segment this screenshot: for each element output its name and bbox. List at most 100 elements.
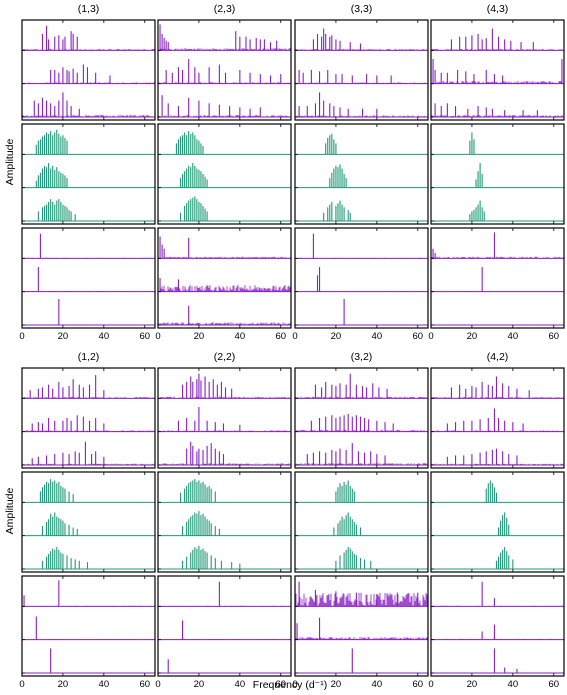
x-tick-label: 20	[194, 331, 205, 342]
spectrum-trace	[430, 28, 565, 51]
spectrum-trace	[21, 415, 155, 433]
spectrum-trace	[21, 267, 156, 293]
spectrum-group	[157, 471, 292, 573]
spectrum-group	[21, 575, 156, 677]
x-tick-label: 20	[467, 679, 478, 690]
panel-frame	[21, 19, 156, 121]
spectra-panels: (1,3) 0 20 40 60 (2,3) 0 20 40 60 (3,3) 0 20 40 60 (4,3…	[19, 3, 565, 690]
panel-frame	[157, 575, 292, 677]
spectrum-trace	[295, 164, 428, 189]
x-tick-label: 40	[99, 679, 110, 690]
x-tick-label: 40	[372, 679, 383, 690]
panel-frame	[430, 367, 565, 469]
spectrum-group	[21, 227, 156, 329]
spectrum-trace	[294, 581, 429, 607]
spectrum-trace	[157, 620, 292, 641]
x-tick-label: 0	[19, 679, 24, 690]
panel-frame	[430, 471, 565, 573]
spectrum-trace	[157, 59, 291, 85]
panel-frame	[294, 367, 429, 469]
x-tick-label: 60	[139, 679, 150, 690]
x-tick-label: 60	[548, 331, 559, 342]
panel-frame	[157, 123, 292, 225]
noise-floor	[431, 605, 565, 607]
x-tick-label: 20	[331, 679, 342, 690]
panel-title: (3,2)	[351, 351, 373, 363]
spectrum-trace	[431, 512, 564, 537]
spectrum-group	[294, 471, 429, 573]
spectrum-trace	[157, 24, 292, 51]
spectrum-trace	[430, 59, 565, 85]
spectrum-trace	[157, 278, 292, 293]
panel-frame	[21, 575, 156, 677]
x-axis-label: Frequency (d⁻¹)	[253, 679, 327, 691]
spectrum-trace	[295, 28, 429, 51]
spectrum-trace	[21, 64, 155, 85]
spectrum-trace	[295, 92, 429, 118]
spectrum-trace	[22, 129, 155, 155]
spectrum-trace	[21, 92, 156, 118]
spectrum-trace	[158, 163, 291, 189]
spectrum-group	[294, 575, 429, 677]
noise-floor	[295, 257, 429, 259]
spectrum-group	[430, 123, 565, 225]
spectrum-group	[430, 471, 565, 573]
spectrum-trace	[157, 581, 292, 607]
spectrum-group	[294, 19, 429, 121]
spectrum-trace	[431, 624, 565, 641]
spectrum-trace	[294, 299, 429, 326]
x-tick-label: 0	[292, 331, 297, 342]
x-tick-label: 60	[412, 679, 423, 690]
panel-frame	[21, 227, 156, 329]
spectrum-trace	[157, 659, 292, 674]
x-tick-label: 40	[508, 679, 519, 690]
x-tick-label: 60	[139, 331, 150, 342]
x-tick-label: 20	[331, 331, 342, 342]
spectrum-trace	[21, 580, 156, 607]
x-tick-label: 60	[275, 331, 286, 342]
x-tick-label: 60	[548, 679, 559, 690]
x-tick-label: 20	[58, 331, 69, 342]
noise-floor	[295, 82, 428, 84]
spectrum-group	[430, 367, 565, 469]
spectrum-trace	[22, 199, 155, 222]
panel-title: (2,2)	[214, 351, 236, 363]
panel-frame	[430, 19, 565, 121]
spectrum-trace	[431, 132, 564, 155]
panel-frame	[294, 575, 429, 677]
spectrum-trace	[21, 441, 156, 466]
spectrum-trace	[158, 545, 291, 570]
spectrum-trace	[21, 616, 156, 641]
panel-title: (4,2)	[487, 351, 509, 363]
x-tick-label: 0	[19, 331, 24, 342]
spectrum-trace	[430, 448, 565, 466]
spectrum-trace	[430, 103, 565, 118]
spectrum-group	[157, 575, 292, 677]
panel-frame	[294, 123, 429, 225]
spectrum-trace	[430, 232, 565, 259]
spectrum-trace	[157, 373, 291, 399]
spectrum-group	[294, 123, 429, 225]
spectrum-group	[430, 227, 565, 329]
x-tick-label: 0	[292, 679, 297, 690]
spectrum-trace	[294, 617, 429, 641]
spectrum-trace	[294, 443, 429, 466]
panel-title: (2,3)	[214, 3, 236, 15]
panel-frame	[21, 471, 156, 573]
panel-title: (4,3)	[487, 3, 509, 15]
spectrum-group	[21, 123, 156, 225]
x-tick-label: 40	[99, 331, 110, 342]
panel-frame	[21, 367, 156, 469]
spectrum-group	[430, 575, 565, 677]
spectrum-group	[430, 19, 565, 121]
spectrum-trace	[22, 547, 155, 570]
spectrum-trace	[294, 373, 428, 399]
spectrum-trace	[294, 648, 429, 674]
x-tick-label: 20	[194, 679, 205, 690]
panel-frame	[21, 123, 156, 225]
panel-frame	[157, 471, 292, 573]
x-tick-label: 60	[412, 331, 423, 342]
spectrum-trace	[430, 376, 564, 399]
spectrum-group	[157, 367, 292, 469]
spectrum-trace	[157, 407, 292, 433]
